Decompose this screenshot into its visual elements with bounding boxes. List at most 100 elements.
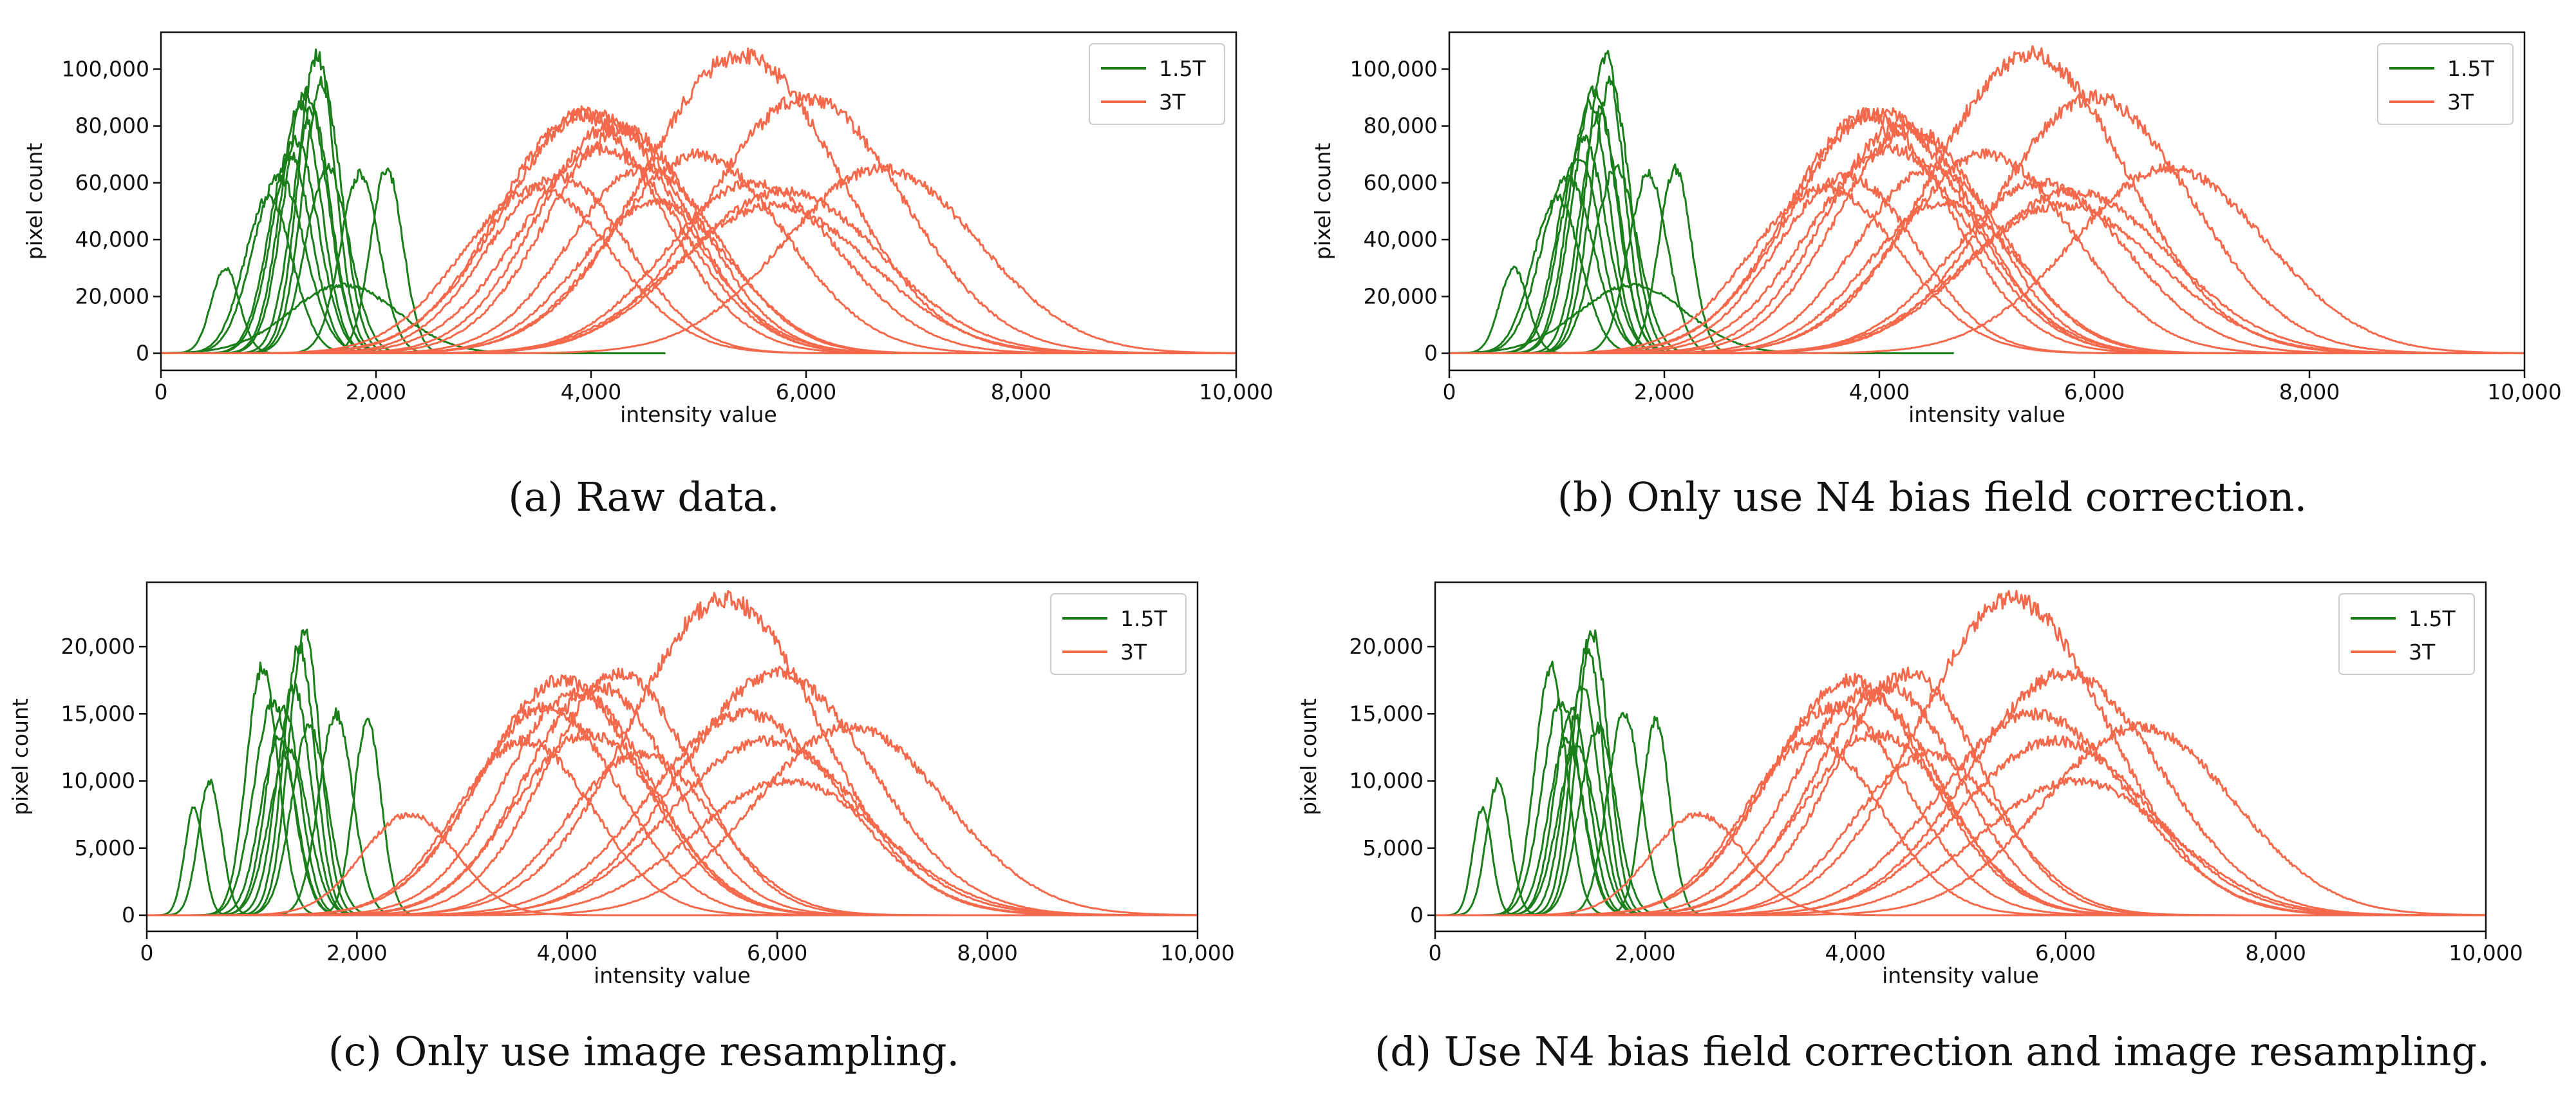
x-tick-label: 2,000 (1634, 379, 1695, 404)
y-tick-label: 60,000 (1364, 170, 1438, 195)
y-tick-label: 15,000 (1349, 701, 1424, 726)
series-line-1-5t (147, 705, 384, 917)
x-tick-label: 4,000 (1849, 379, 1910, 404)
y-tick-label: 60,000 (75, 170, 149, 195)
plot-area (161, 47, 1236, 354)
series-line-3t (1435, 721, 2486, 917)
x-tick-label: 0 (1443, 379, 1456, 404)
legend-label: 3T (2409, 640, 2436, 665)
legend-label: 3T (1120, 640, 1147, 665)
x-tick-label: 2,000 (1615, 940, 1675, 965)
x-tick-label: 10,000 (1199, 379, 1273, 404)
x-tick-label: 4,000 (1825, 940, 1886, 965)
legend: 1.5T 3T (2377, 43, 2514, 125)
plot-area (1435, 589, 2486, 917)
chart-panel-c: 0 2,000 4,000 6,000 8,000 10,000 0 5,000 10,000 1… (0, 551, 1288, 1102)
legend-label: 1.5T (2447, 56, 2494, 81)
chart-b: 0 2,000 4,000 6,000 8,000 10,000 0 20,000 40,000… (1310, 31, 2562, 427)
legend-box (1050, 593, 1187, 675)
series-line-1-5t (161, 100, 423, 354)
legend-label: 1.5T (2409, 606, 2456, 631)
legend-box (1089, 43, 1225, 125)
x-tick-label: 6,000 (776, 379, 836, 404)
chart-a: 0 2,000 4,000 6,000 8,000 10,000 0 20,000 40,000… (22, 31, 1274, 427)
chart-panel-b: 0 2,000 4,000 6,000 8,000 10,000 0 20,000 40,000… (1288, 0, 2576, 551)
x-tick-label: 8,000 (2245, 940, 2306, 965)
x-tick-label: 0 (155, 379, 168, 404)
x-tick-label: 8,000 (957, 940, 1017, 965)
plot-frame (160, 31, 1237, 372)
y-axis-label: pixel count (1310, 143, 1335, 260)
x-tick-label: 6,000 (2035, 940, 2096, 965)
series-line-1-5t (147, 628, 399, 917)
y-tick-label: 0 (1424, 341, 1438, 366)
x-tick-label: 4,000 (561, 379, 621, 404)
y-tick-label: 0 (1410, 902, 1424, 927)
y-tick-label: 10,000 (1349, 768, 1424, 793)
series-line-3t (147, 721, 1198, 917)
y-tick-label: 80,000 (75, 113, 149, 138)
plot-frame (1448, 31, 2526, 372)
legend-label: 1.5T (1159, 56, 1206, 81)
y-axis-label: pixel count (22, 143, 47, 260)
x-tick-label: 2,000 (326, 940, 387, 965)
caption-a: (a) Raw data. (508, 473, 780, 520)
legend-label: 1.5T (1120, 606, 1167, 631)
y-tick-label: 100,000 (62, 56, 149, 81)
x-tick-label: 6,000 (2064, 379, 2125, 404)
series-line-1-5t (1435, 707, 1673, 917)
y-tick-label: 20,000 (75, 283, 149, 309)
legend-box (2377, 43, 2514, 125)
series-line-1-5t (147, 683, 394, 917)
y-tick-label: 5,000 (75, 835, 135, 860)
x-axis-label: intensity value (594, 963, 751, 988)
y-tick-label: 15,000 (61, 701, 135, 726)
series-line-1-5t (1449, 105, 1715, 354)
y-axis-label: pixel count (1296, 698, 1321, 815)
y-tick-label: 20,000 (1349, 634, 1424, 659)
caption-c: (c) Only use image resampling. (328, 1028, 960, 1075)
series-line-1-5t (161, 193, 410, 354)
legend: 1.5T 3T (2338, 593, 2475, 675)
plot-frame (146, 581, 1199, 933)
plot-frame (1434, 581, 2487, 933)
caption-d: (d) Use N4 bias field correction and ima… (1375, 1028, 2490, 1075)
y-tick-label: 10,000 (61, 768, 135, 793)
x-axis-label: intensity value (620, 402, 777, 427)
legend: 1.5T 3T (1050, 593, 1187, 675)
x-tick-label: 4,000 (537, 940, 597, 965)
series-line-1-5t (1449, 283, 1954, 354)
y-tick-label: 100,000 (1350, 56, 1438, 81)
legend: 1.5T 3T (1089, 43, 1225, 125)
series-line-3t (161, 163, 1236, 354)
series-line-3t (1449, 163, 2524, 354)
series-line-1-5t (161, 168, 476, 354)
x-tick-label: 0 (1429, 940, 1442, 965)
plot-area (147, 589, 1198, 917)
legend-label: 3T (2447, 90, 2474, 115)
y-tick-label: 20,000 (1364, 283, 1438, 309)
chart-c: 0 2,000 4,000 6,000 8,000 10,000 0 5,000 10,000 1… (8, 581, 1235, 988)
chart-d: 0 2,000 4,000 6,000 8,000 10,000 0 5,000 10,000 1… (1296, 581, 2523, 988)
x-axis-label: intensity value (1908, 402, 2065, 427)
y-tick-label: 20,000 (61, 634, 135, 659)
y-tick-label: 0 (122, 902, 135, 927)
y-tick-label: 40,000 (1364, 227, 1438, 252)
series-line-3t (1449, 89, 2524, 354)
chart-panel-a: 0 2,000 4,000 6,000 8,000 10,000 0 20,000 40,000… (0, 0, 1288, 551)
x-axis-label: intensity value (1882, 963, 2039, 988)
y-tick-label: 80,000 (1364, 113, 1438, 138)
chart-panel-d: 0 2,000 4,000 6,000 8,000 10,000 0 5,000 10,000 1… (1288, 551, 2576, 1102)
x-tick-label: 10,000 (1160, 940, 1234, 965)
x-tick-label: 8,000 (991, 379, 1051, 404)
series-line-1-5t (147, 779, 279, 917)
x-tick-label: 10,000 (2487, 379, 2561, 404)
y-tick-label: 0 (136, 341, 149, 366)
plot-area (1449, 45, 2524, 354)
caption-b: (b) Only use N4 bias field correction. (1557, 473, 2308, 520)
series-line-1-5t (1449, 193, 1698, 354)
x-tick-label: 8,000 (2279, 379, 2340, 404)
y-tick-label: 5,000 (1363, 835, 1424, 860)
x-tick-label: 10,000 (2449, 940, 2523, 965)
y-tick-label: 40,000 (75, 227, 149, 252)
